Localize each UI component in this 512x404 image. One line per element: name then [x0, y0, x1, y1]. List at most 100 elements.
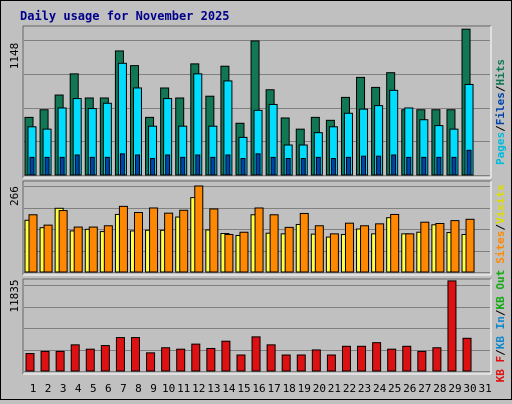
x-tick-label-day-12: 12: [192, 382, 205, 395]
bar-pages-day-24: [376, 155, 382, 176]
bar-kbf-day-14: [221, 340, 231, 372]
bar-pages-day-11: [180, 156, 186, 176]
x-tick-label-day-16: 16: [252, 382, 265, 395]
bar-pages-day-3: [59, 156, 65, 176]
bar-sites-day-26: [405, 233, 415, 273]
bar-kbf-day-22: [341, 345, 351, 372]
bar-sites-day-12: [194, 185, 204, 273]
bar-kbf-day-16: [251, 336, 261, 372]
bar-pages-day-27: [421, 156, 427, 176]
bar-sites-day-6: [103, 225, 113, 273]
bar-kbf-day-17: [266, 344, 276, 372]
x-axis-day-labels: 1 2 3 4 5 6 7 8 9 10 11 12 13 14 15 16 17 18 19 20 21 22 23 24 2…: [30, 382, 492, 395]
bar-pages-day-7: [119, 153, 125, 176]
bar-pages-day-9: [150, 158, 156, 176]
bar-kbf-day-20: [311, 349, 321, 372]
legend-entry: KB Out: [494, 270, 507, 310]
bar-sites-day-16: [254, 207, 264, 273]
chart-title: Daily usage for November 2025: [20, 9, 230, 23]
x-tick-label-day-13: 13: [207, 382, 220, 395]
x-tick-label-day-14: 14: [222, 382, 236, 395]
x-tick-label-day-11: 11: [177, 382, 190, 395]
x-tick-label-day-9: 9: [150, 382, 157, 395]
bar-sites-day-27: [420, 221, 430, 273]
x-tick-label-day-29: 29: [448, 382, 461, 395]
legend-entry: Pages: [494, 132, 507, 165]
legend-entry: Sites: [494, 231, 507, 264]
legend-entry: Visits: [494, 184, 507, 224]
bar-pages-day-18: [285, 158, 291, 176]
bar-pages-day-28: [436, 156, 442, 176]
bar-sites-day-29: [450, 220, 460, 273]
x-tick-label-day-22: 22: [343, 382, 356, 395]
legend-entry: KB In: [494, 316, 507, 349]
bar-sites-day-19: [299, 212, 309, 273]
bar-pages-day-25: [391, 154, 397, 176]
x-tick-label-day-25: 25: [388, 382, 401, 395]
bar-kbf-day-29: [447, 280, 457, 372]
bar-pages-day-5: [89, 156, 95, 176]
legend-entry: /: [494, 349, 507, 356]
bar-sites-day-17: [269, 214, 279, 273]
legend-entry: KB F: [494, 356, 507, 383]
bar-pages-day-15: [240, 158, 246, 176]
bar-pages-day-4: [74, 154, 80, 176]
bar-kbf-day-1: [25, 353, 35, 372]
bar-sites-day-1: [28, 214, 38, 273]
bar-pages-day-17: [270, 156, 276, 176]
bar-pages-day-13: [210, 156, 216, 176]
legend-entry: Files: [494, 92, 507, 125]
bar-sites-day-10: [164, 212, 174, 273]
top-panel-legend: Pages/Files/Hits: [494, 59, 507, 165]
bar-kbf-day-5: [85, 348, 95, 372]
bar-kbf-day-13: [206, 347, 216, 372]
bottom-panel-legend: KB F/KB In/KB Out: [494, 270, 507, 383]
top-panel-max-label: 1148: [8, 43, 21, 70]
legend-entry: /: [494, 224, 507, 231]
x-tick-label-day-7: 7: [120, 382, 127, 395]
bar-kbf-day-10: [161, 347, 171, 372]
x-tick-label-day-26: 26: [403, 382, 416, 395]
bar-sites-day-8: [133, 212, 143, 273]
bar-kbf-day-2: [40, 350, 50, 372]
x-tick-label-day-24: 24: [373, 382, 387, 395]
bar-kbf-day-8: [130, 337, 140, 372]
bar-kbf-day-15: [236, 354, 246, 372]
bar-pages-day-2: [44, 156, 50, 176]
bar-pages-day-6: [104, 156, 110, 176]
bar-kbf-day-18: [281, 354, 291, 372]
x-tick-label-day-3: 3: [60, 382, 67, 395]
bar-kbf-day-21: [326, 354, 336, 372]
legend-entry: /: [494, 309, 507, 316]
bar-pages-day-30: [466, 149, 472, 176]
bar-sites-day-28: [435, 223, 445, 273]
x-tick-label-day-15: 15: [237, 382, 250, 395]
bar-sites-day-2: [43, 224, 53, 273]
bar-kbf-day-19: [296, 354, 306, 372]
bar-pages-day-26: [406, 156, 412, 176]
bar-sites-day-5: [88, 226, 98, 273]
legend-entry: /: [494, 125, 507, 132]
x-tick-label-day-5: 5: [90, 382, 97, 395]
bar-sites-day-30: [465, 218, 475, 273]
bar-kbf-day-23: [357, 345, 367, 372]
bar-sites-day-15: [239, 231, 249, 273]
bar-sites-day-25: [390, 213, 400, 273]
bar-kbf-day-7: [115, 337, 125, 372]
bar-sites-day-3: [58, 210, 68, 273]
bar-sites-day-24: [375, 223, 385, 273]
x-tick-label-day-10: 10: [162, 382, 175, 395]
bar-pages-day-10: [165, 154, 171, 176]
bar-kbf-day-9: [146, 352, 156, 372]
x-tick-label-day-21: 21: [328, 382, 341, 395]
bar-sites-day-18: [284, 226, 294, 273]
bar-pages-day-14: [225, 154, 231, 176]
bar-kbf-day-24: [372, 342, 382, 372]
bar-sites-day-4: [73, 226, 83, 273]
bar-pages-day-20: [315, 156, 321, 176]
bottom-panel-max-label: 11835: [8, 279, 21, 312]
bar-pages-day-22: [345, 156, 351, 176]
